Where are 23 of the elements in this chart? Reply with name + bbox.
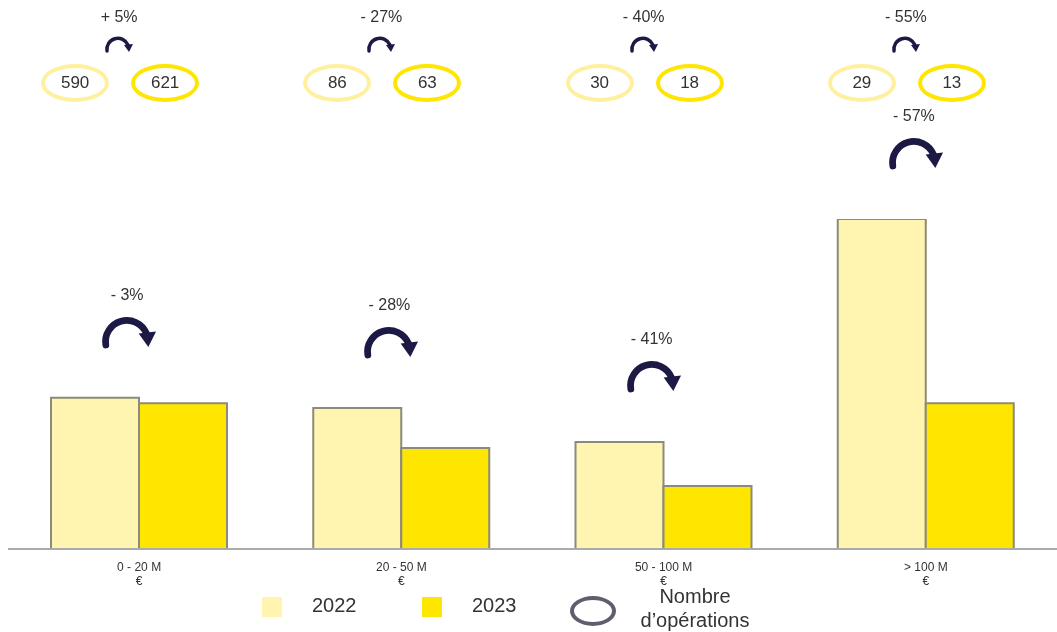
oval-frame: 86: [303, 64, 372, 102]
oval-frame: 18: [655, 64, 724, 102]
text: + 5%: [99, 8, 139, 26]
text: - 40%: [621, 8, 666, 26]
oval-frame: 13: [917, 64, 986, 102]
oval-frame: 590: [41, 64, 110, 102]
annotation: - 3%: [109, 285, 145, 304]
text: Nombre d’opérations: [639, 585, 751, 632]
text: - 57%: [891, 107, 936, 125]
x-tick-label: 0 - 20 M €: [117, 560, 162, 588]
oval-frame: 63: [393, 64, 462, 102]
oval-frame: 621: [131, 64, 200, 102]
x-tick-label: 50 - 100 M €: [634, 560, 693, 588]
legend-label: 2023: [472, 594, 517, 617]
annotation: - 41%: [629, 330, 674, 349]
oval-frame: 30: [565, 64, 634, 102]
oval-frame: 29: [827, 64, 896, 102]
text: - 55%: [883, 8, 928, 26]
x-tick-label: > 100 M €: [904, 560, 948, 588]
legend-label: 2022: [312, 594, 357, 617]
x-tick-label: 20 - 50 M €: [376, 560, 427, 588]
text: - 27%: [359, 8, 404, 26]
annotation: - 28%: [367, 296, 412, 315]
